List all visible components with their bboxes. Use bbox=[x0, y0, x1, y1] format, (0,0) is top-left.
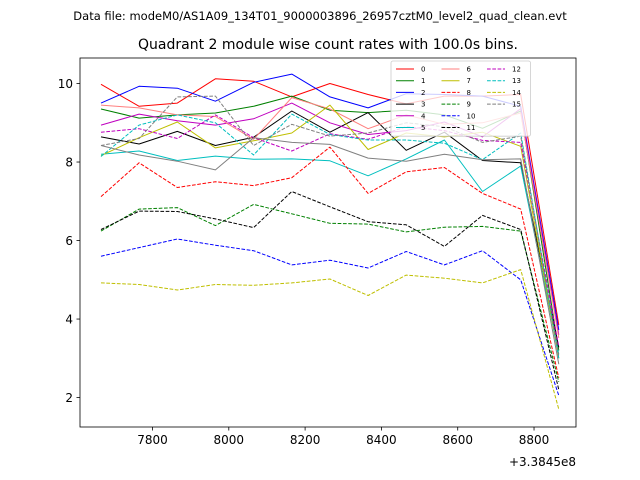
y-tick-label: 4 bbox=[65, 313, 73, 327]
legend-label-9: 9 bbox=[467, 101, 471, 109]
legend-label-4: 4 bbox=[421, 112, 426, 120]
legend-label-15: 15 bbox=[512, 101, 521, 109]
legend-label-1: 1 bbox=[421, 77, 425, 85]
x-tick-label: 8200 bbox=[290, 433, 321, 447]
series-line-15 bbox=[100, 95, 560, 357]
x-tick-label: 8800 bbox=[519, 433, 550, 447]
y-tick-label: 10 bbox=[58, 77, 73, 91]
series-line-9 bbox=[100, 203, 560, 383]
series-line-12 bbox=[100, 114, 560, 347]
x-tick-label: 7800 bbox=[137, 433, 168, 447]
legend-label-13: 13 bbox=[512, 77, 521, 85]
x-axis-offset-label: +3.3845e8 bbox=[509, 455, 576, 469]
series-line-4 bbox=[100, 102, 560, 335]
series-line-11 bbox=[100, 191, 560, 390]
x-tick-label: 8400 bbox=[366, 433, 397, 447]
series-line-10 bbox=[100, 238, 560, 396]
series-line-8 bbox=[100, 146, 560, 379]
legend-label-0: 0 bbox=[421, 66, 425, 74]
y-tick-label: 6 bbox=[65, 234, 73, 248]
legend-label-5: 5 bbox=[421, 124, 425, 132]
x-tick-label: 8600 bbox=[442, 433, 473, 447]
plot-area bbox=[100, 73, 560, 410]
y-tick-label: 8 bbox=[65, 156, 73, 170]
x-tick-label: 8000 bbox=[214, 433, 245, 447]
legend-label-8: 8 bbox=[467, 89, 471, 97]
legend-box bbox=[390, 60, 531, 137]
series-line-5 bbox=[100, 139, 560, 355]
series-line-3 bbox=[100, 110, 560, 348]
legend-label-14: 14 bbox=[512, 89, 521, 97]
legend-label-7: 7 bbox=[467, 77, 471, 85]
chart-title: Quadrant 2 module wise count rates with … bbox=[138, 37, 518, 53]
legend-label-3: 3 bbox=[421, 101, 425, 109]
series-line-13 bbox=[100, 113, 560, 359]
legend-label-2: 2 bbox=[421, 89, 425, 97]
axes-frame bbox=[79, 57, 577, 428]
legend-label-12: 12 bbox=[512, 66, 521, 74]
series-line-extra-16 bbox=[100, 137, 560, 365]
chart-suptitle: Data file: modeM0/AS1A09_134T01_90000038… bbox=[73, 9, 567, 23]
legend-label-11: 11 bbox=[467, 124, 476, 132]
series-line-14 bbox=[100, 269, 560, 410]
legend-label-6: 6 bbox=[467, 66, 472, 74]
legend-label-10: 10 bbox=[467, 112, 476, 120]
y-tick-label: 2 bbox=[65, 391, 73, 405]
